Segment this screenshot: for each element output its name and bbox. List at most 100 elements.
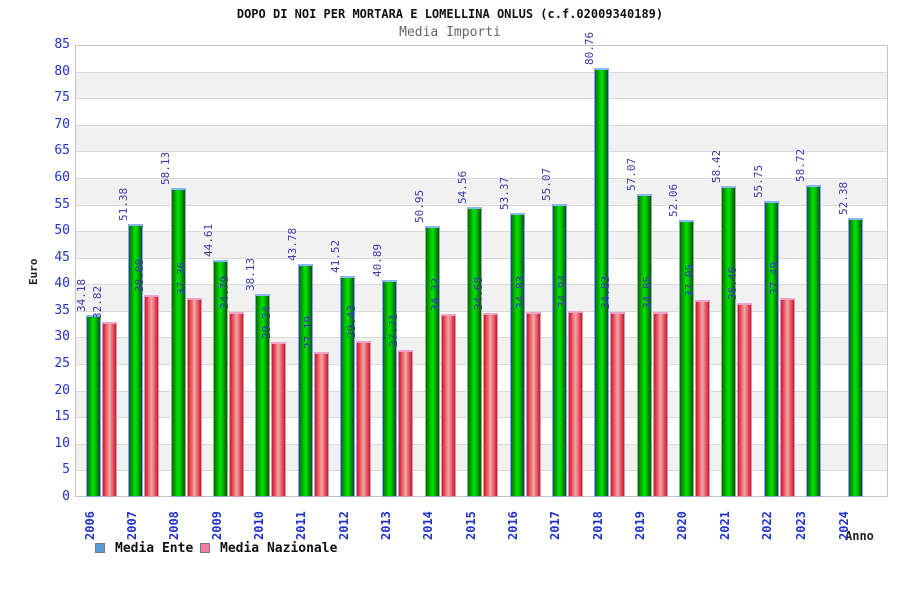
value-label-media-ente: 58.13 (159, 151, 173, 185)
bar-media-ente (594, 67, 610, 497)
x-tick-label: 2021 (717, 511, 732, 540)
bar-media-ente (467, 206, 483, 497)
bar-media-ente (170, 187, 186, 497)
value-label-media-nazionale: 34.68 (471, 276, 485, 310)
value-label-media-nazionale: 29.43 (344, 304, 358, 338)
value-label-media-ente: 55.07 (540, 168, 554, 202)
bar-media-ente (678, 220, 694, 497)
x-tick-label: 2009 (209, 511, 224, 540)
chart-subtitle: Media Importi (399, 25, 501, 40)
bar-media-nazionale (229, 311, 245, 497)
x-tick-label: 2006 (82, 511, 97, 540)
y-tick-label: 40 (54, 276, 70, 292)
x-tick-label: 2020 (675, 511, 690, 540)
value-label-media-ente: 50.95 (413, 189, 427, 224)
chart-title: DOPO DI NOI PER MORTARA E LOMELLINA ONLU… (236, 7, 664, 21)
bar-media-ente (86, 315, 101, 497)
y-tick-label: 70 (54, 116, 70, 132)
value-label-media-ente: 58.42 (709, 150, 723, 184)
x-tick-label: 2019 (633, 511, 648, 540)
x-tick-label: 2018 (590, 511, 605, 540)
value-label-media-ente: 52.06 (667, 184, 681, 218)
x-tick-label: 2017 (548, 511, 563, 540)
x-tick-label: 2022 (760, 511, 775, 540)
value-label-media-ente: 44.61 (201, 223, 215, 257)
y-tick-label: 75 (54, 90, 70, 106)
grid-band (76, 124, 887, 152)
value-label-media-nazionale: 34.94 (556, 275, 570, 309)
value-label-media-ente: 55.75 (752, 164, 766, 198)
bar-media-ente (551, 204, 567, 497)
bar-media-nazionale (398, 349, 414, 497)
x-tick-label: 2010 (251, 511, 266, 540)
bar-media-ente (763, 200, 779, 497)
y-tick-label: 60 (54, 169, 70, 185)
bar-media-nazionale (186, 298, 202, 497)
y-tick-label: 85 (54, 37, 70, 52)
value-label-media-nazionale: 34.85 (641, 275, 655, 309)
grid-band (76, 177, 887, 205)
x-tick-label: 2024 (836, 511, 851, 540)
value-label-media-ente: 80.76 (582, 31, 596, 65)
value-label-media-ente: 52.38 (836, 182, 850, 216)
value-label-media-nazionale: 27.19 (302, 316, 316, 350)
bar-media-nazionale (694, 299, 710, 497)
legend-swatch-media-ente-icon (95, 543, 105, 553)
value-label-media-ente: 51.38 (116, 187, 130, 221)
bar-media-nazionale (144, 294, 160, 497)
y-tick-label: 5 (62, 462, 70, 478)
value-label-media-nazionale: 29.24 (259, 305, 273, 339)
bar-media-ente (255, 294, 271, 497)
value-label-media-ente: 41.52 (328, 240, 342, 274)
bar-media-nazionale (483, 312, 499, 497)
bar-media-ente (340, 276, 356, 497)
value-label-media-nazionale: 37.05 (683, 263, 697, 297)
value-label-media-nazionale: 34.32 (429, 278, 443, 312)
bar-media-nazionale (440, 314, 456, 497)
bar-media-ente (721, 186, 737, 497)
gridline (76, 98, 887, 100)
value-label-media-nazionale: 36.46 (725, 266, 739, 301)
y-tick-label: 15 (54, 409, 70, 425)
value-label-media-nazionale: 34.83 (598, 275, 612, 309)
y-tick-label: 80 (54, 63, 70, 79)
gridline (76, 124, 887, 126)
legend-swatch-media-nazionale-icon (200, 543, 210, 553)
bar-media-ente (636, 193, 652, 497)
bar-media-nazionale (737, 303, 753, 497)
bar-media-ente (848, 218, 864, 497)
value-label-media-nazionale: 32.82 (90, 286, 104, 320)
value-label-media-ente: 58.72 (794, 148, 808, 182)
gridline (76, 151, 887, 153)
bar-media-nazionale (567, 311, 583, 497)
y-tick-label: 65 (54, 143, 70, 159)
y-tick-label: 10 (54, 435, 70, 451)
value-label-media-ente: 40.89 (370, 243, 384, 277)
x-tick-label: 2013 (378, 511, 393, 540)
gridline (76, 204, 887, 206)
bar-media-ente (509, 213, 525, 497)
x-tick-label: 2012 (336, 511, 351, 540)
value-label-media-nazionale: 34.83 (514, 275, 527, 309)
y-tick-label: 55 (54, 196, 70, 212)
grid-band (76, 71, 887, 99)
legend-label-media-nazionale: Media Nazionale (220, 541, 338, 556)
x-tick-label: 2014 (421, 511, 436, 540)
value-label-media-nazionale: 37.36 (175, 262, 189, 296)
bar-media-nazionale (313, 352, 329, 497)
value-label-media-nazionale: 34.79 (217, 275, 231, 309)
y-tick-label: 45 (54, 249, 70, 265)
value-label-media-ente: 43.78 (286, 228, 300, 262)
bar-media-nazionale (779, 297, 795, 497)
bar-media-nazionale (652, 311, 668, 497)
bar-media-ente (805, 184, 821, 497)
value-label-media-ente: 53.37 (498, 177, 511, 211)
bar-media-ente (297, 264, 313, 497)
legend-label-media-ente: Media Ente (115, 541, 194, 556)
bar-media-nazionale (102, 322, 117, 497)
value-label-media-nazionale: 38.00 (132, 258, 146, 292)
y-tick-label: 50 (54, 223, 70, 239)
y-tick-label: 25 (54, 356, 70, 372)
gridline (76, 177, 887, 179)
